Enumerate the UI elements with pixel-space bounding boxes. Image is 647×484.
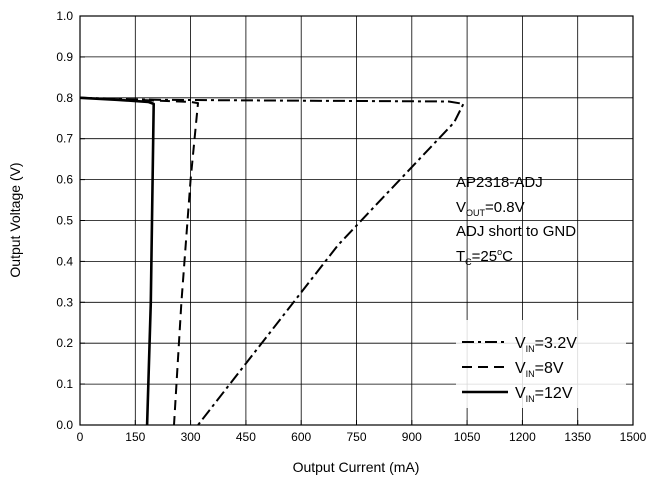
series-line-dashdot	[79, 96, 465, 426]
y-tick-labels: 0.0 0.1 0.2 0.3 0.4 0.5 0.6 0.7 0.8 0.9 1.0	[56, 9, 73, 432]
y-tick-label: 0.1	[56, 377, 73, 391]
series-lines	[79, 96, 465, 426]
plot-frame	[79, 15, 634, 426]
x-tick-label: 0	[77, 430, 84, 444]
x-tick-label: 750	[346, 430, 366, 444]
x-tick-label: 900	[402, 430, 422, 444]
legend-label: VIN=3.2V	[515, 335, 577, 354]
x-tick-labels: 0 150 300 450 600 750 900 1050 1200 1350 1500	[77, 430, 647, 444]
legend-label: VIN=8V	[515, 360, 564, 379]
annotation-adj: ADJ short to GND	[456, 223, 576, 240]
y-tick-label: 0.3	[56, 295, 73, 309]
legend: VIN=3.2V VIN=8V VIN=12V	[456, 320, 626, 408]
x-tick-label: 1350	[564, 430, 591, 444]
annotation-model: AP2318-ADJ	[456, 174, 543, 191]
y-tick-label: 0.8	[56, 91, 73, 105]
y-axis-label: Output Voltage (V)	[7, 162, 23, 277]
y-tick-label: 0.2	[56, 336, 73, 350]
legend-label: VIN=12V	[515, 385, 573, 404]
x-tick-label: 1200	[509, 430, 536, 444]
y-tick-label: 0.7	[56, 132, 73, 146]
annotation-vout: VOUT=0.8V	[456, 199, 525, 218]
annotation-temperature: TC=25oC	[456, 247, 513, 267]
x-tick-label: 300	[181, 430, 201, 444]
x-tick-label: 150	[125, 430, 145, 444]
series-line-solid	[79, 96, 155, 426]
y-tick-label: 0.9	[56, 50, 73, 64]
annotation-block: AP2318-ADJ VOUT=0.8V ADJ short to GND TC…	[456, 174, 576, 267]
x-tick-label: 600	[291, 430, 311, 444]
legend-background	[456, 320, 626, 408]
y-tick-label: 0.6	[56, 173, 73, 187]
x-axis-label: Output Current (mA)	[293, 459, 420, 475]
x-tick-label: 450	[236, 430, 256, 444]
y-tick-label: 0.5	[56, 214, 73, 228]
y-tick-label: 1.0	[56, 9, 73, 23]
x-tick-label: 1050	[454, 430, 481, 444]
y-tick-label: 0.0	[56, 418, 73, 432]
x-tick-label: 1500	[620, 430, 647, 444]
y-tick-label: 0.4	[56, 254, 73, 268]
